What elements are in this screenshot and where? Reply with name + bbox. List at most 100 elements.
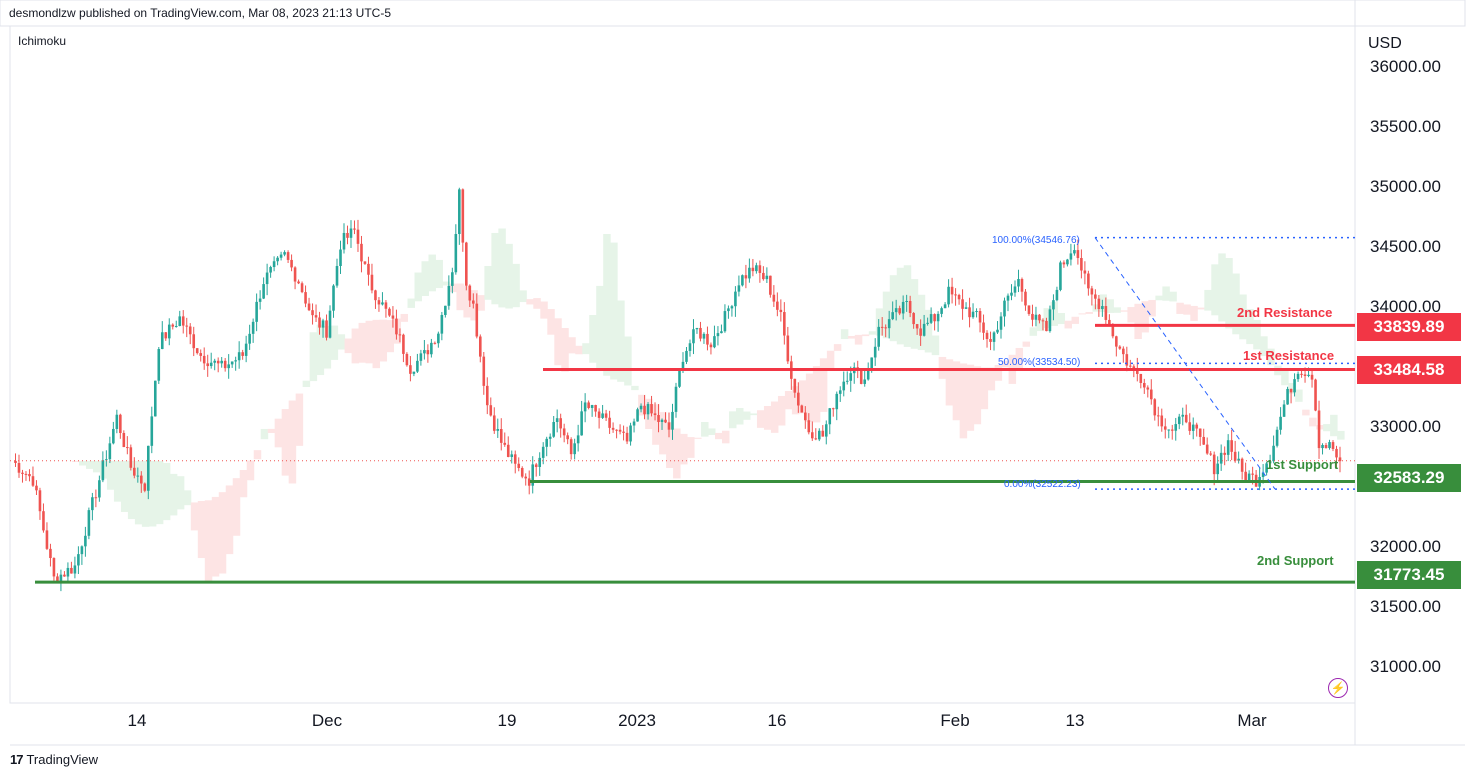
candle-body	[664, 419, 667, 423]
ichimoku-cloud-segment	[833, 344, 842, 351]
candle-body	[548, 436, 552, 439]
ichimoku-cloud-segment	[1169, 291, 1177, 302]
candle-body	[241, 352, 244, 356]
candle-body	[1066, 259, 1069, 265]
ichimoku-cloud-segment	[379, 319, 388, 362]
candle-body	[1104, 306, 1108, 320]
ichimoku-cloud-segment	[540, 301, 548, 319]
candle-body	[405, 353, 409, 366]
candle-body	[1219, 452, 1223, 464]
candle-body	[838, 390, 842, 394]
ichimoku-cloud-segment	[673, 428, 681, 479]
candle-body	[307, 303, 311, 311]
ichimoku-cloud-segment	[575, 345, 583, 355]
ichimoku-cloud-segment	[1106, 299, 1114, 313]
candle-body	[950, 286, 954, 295]
y-tick: 32000.00	[1370, 537, 1441, 556]
ichimoku-cloud-segment	[1211, 264, 1219, 316]
candle-body	[587, 402, 590, 408]
candle-body	[671, 411, 674, 430]
candle-body	[335, 266, 339, 286]
candle-body	[1286, 388, 1289, 405]
candle-body	[845, 380, 849, 382]
ichimoku-cloud-segment	[239, 470, 248, 498]
candle-body	[49, 548, 52, 559]
candle-body	[821, 430, 825, 437]
candle-body	[783, 312, 786, 336]
candle-body	[416, 360, 419, 372]
ichimoku-cloud-segment	[701, 422, 709, 437]
ichimoku-cloud-segment	[1288, 382, 1296, 394]
publisher-info: desmondlzw published on TradingView.com,…	[9, 6, 391, 20]
candle-body	[943, 304, 947, 309]
candle-body	[248, 333, 251, 344]
ichimoku-cloud-segment	[722, 430, 730, 444]
candle-body	[831, 408, 835, 410]
ichimoku-cloud-segment	[323, 325, 332, 369]
ichimoku-cloud-segment	[491, 232, 499, 305]
candle-body	[650, 404, 653, 414]
ichimoku-cloud-segment	[120, 460, 129, 512]
candle-body	[70, 567, 73, 574]
candle-body	[562, 428, 566, 436]
candle-body	[1335, 448, 1338, 458]
candle-body	[971, 311, 975, 318]
candle-body	[272, 261, 276, 268]
candle-body	[1062, 262, 1066, 265]
candle-body	[538, 457, 542, 467]
candle-body	[258, 298, 262, 302]
candle-body	[559, 418, 562, 429]
candle-body	[817, 430, 821, 440]
ichimoku-cloud-segment	[742, 411, 751, 420]
candle-body	[269, 267, 272, 273]
ichimoku-cloud-segment	[225, 485, 234, 555]
ichimoku-cloud-segment	[351, 328, 360, 364]
candle-body	[388, 308, 391, 316]
candle-body	[1293, 379, 1296, 393]
candle-body	[608, 417, 611, 428]
candle-body	[786, 335, 790, 362]
candle-body	[685, 350, 688, 362]
lightning-icon[interactable]: ⚡	[1328, 678, 1348, 698]
ichimoku-cloud-segment	[1197, 307, 1205, 310]
candle-body	[1069, 253, 1073, 260]
candle-body	[227, 364, 230, 369]
candle-body	[506, 444, 510, 457]
level-label-1st-resistance: 1st Resistance	[1243, 348, 1335, 363]
ichimoku-cloud-segment	[659, 412, 667, 455]
candle-body	[947, 286, 950, 305]
candle-body	[503, 442, 507, 445]
indicator-label[interactable]: Ichimoku	[18, 34, 67, 48]
candle-body	[776, 301, 779, 310]
footer-brand[interactable]: 17 TradingView	[10, 752, 98, 767]
ichimoku-cloud-segment	[148, 460, 157, 527]
candle-body	[527, 478, 531, 486]
candle-body	[1153, 399, 1157, 416]
candle-body	[1331, 442, 1335, 449]
candle-body	[810, 432, 814, 439]
ichimoku-cloud-segment	[442, 281, 450, 286]
candle-body	[1118, 346, 1122, 349]
ichimoku-cloud-segment	[526, 299, 534, 305]
candle-body	[384, 302, 388, 309]
candle-body	[545, 438, 548, 447]
candle-body	[723, 311, 727, 332]
candle-body	[402, 334, 405, 354]
candle-body	[206, 363, 210, 367]
candle-body	[1251, 473, 1254, 475]
candle-body	[999, 316, 1003, 330]
candle-body	[908, 300, 912, 314]
candle-body	[174, 325, 178, 327]
candle-body	[349, 228, 353, 238]
price-box-2nd-support: 31773.45	[1357, 561, 1461, 589]
candle-body	[880, 326, 884, 328]
candle-body	[311, 310, 314, 316]
candle-body	[1055, 289, 1059, 301]
ichimoku-cloud-segment	[1239, 294, 1247, 340]
ichimoku-cloud-segment	[1127, 307, 1135, 323]
candle-body	[167, 324, 171, 339]
ichimoku-cloud-segment	[302, 380, 311, 387]
candle-body	[755, 265, 758, 272]
candle-body	[709, 344, 713, 348]
